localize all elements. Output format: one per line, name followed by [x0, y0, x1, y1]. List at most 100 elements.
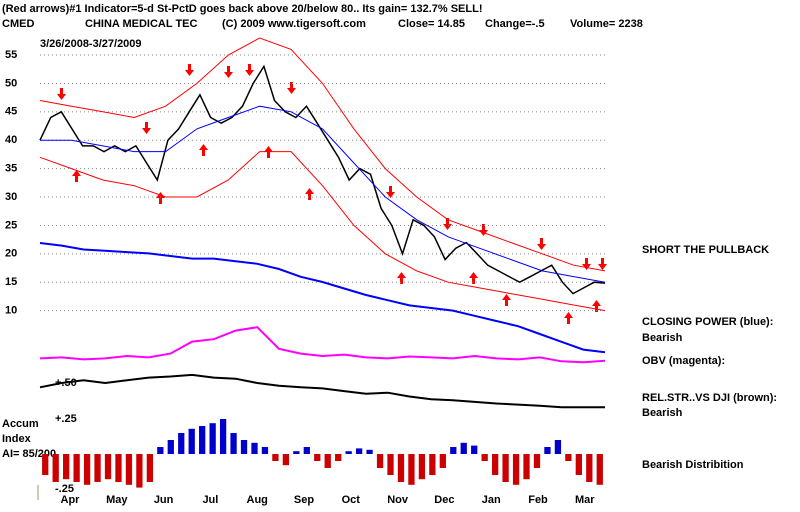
accum-bar: [324, 454, 331, 468]
label: Bearish: [642, 332, 683, 344]
label: REL.STR..VS DJI (brown):: [642, 392, 777, 404]
accum-bar: [282, 454, 290, 466]
label: Bearish Distribition: [642, 459, 744, 471]
company: CHINA MEDICAL TEC: [85, 18, 198, 30]
accum-bar: [376, 454, 384, 468]
accum-bar: [397, 454, 405, 482]
accum-bar: [219, 419, 227, 454]
accum-bar: [94, 454, 101, 482]
x-tick-label: Nov: [387, 494, 409, 506]
annotation: Accum: [2, 418, 39, 430]
x-tick-label: Oct: [342, 494, 361, 506]
accum-bar: [136, 454, 143, 488]
volume: Volume= 2238: [570, 18, 643, 30]
accum-bar: [355, 448, 363, 454]
y-tick-label: 50: [5, 77, 17, 89]
x-tick-label: Mar: [575, 494, 595, 506]
series-line: [39, 64, 606, 295]
x-tick-label: Dec: [434, 494, 454, 506]
accum-bar: [167, 440, 174, 454]
x-tick-label: Sep: [294, 494, 314, 506]
label: CLOSING POWER (blue):: [642, 316, 773, 328]
x-tick-label: Jul: [202, 494, 218, 506]
y-tick-label: 10: [5, 305, 17, 317]
y-tick-label: 25: [5, 219, 17, 231]
accum-bar: [42, 454, 49, 475]
label: SHORT THE PULLBACK: [642, 244, 769, 256]
accum-bar: [345, 451, 352, 454]
x-tick-label: Feb: [528, 494, 548, 506]
accum-bar: [387, 454, 394, 475]
x-tick-label: Apr: [61, 494, 81, 506]
accum-bar: [512, 454, 520, 485]
accum-bar: [104, 454, 112, 480]
accum-bar: [533, 454, 541, 468]
y-tick-label: 55: [5, 49, 17, 61]
accum-bar: [251, 442, 258, 454]
accum-bar: [73, 454, 80, 482]
accum-bar: [261, 447, 269, 454]
accum-bar: [554, 440, 562, 454]
accum-bar: [314, 454, 321, 461]
y-tick-label: 35: [5, 163, 17, 175]
copyright: (C) 2009 www.tigersoft.com: [222, 18, 366, 30]
y-tick-label: 15: [5, 276, 17, 288]
accum-bar: [240, 440, 248, 454]
symbol: CMED: [2, 18, 34, 30]
series-line: [39, 326, 606, 364]
x-tick-label: May: [106, 494, 128, 506]
accum-bar: [565, 454, 572, 461]
accum-bar: [502, 454, 509, 482]
accum-bar: [230, 433, 237, 454]
accum-bar: [575, 454, 582, 475]
accum-bar: [199, 426, 206, 454]
y-tick-label: +.25: [55, 413, 77, 425]
accum-bar: [303, 447, 310, 454]
label: Bearish: [642, 407, 683, 419]
accum-bar: [115, 454, 122, 482]
y-tick-label: -.25: [55, 483, 74, 495]
accum-bar: [335, 454, 342, 461]
accum-bar: [293, 451, 300, 454]
accum-bar: [63, 454, 70, 480]
header-line: (Red arrows)#1 Indicator=5-d St-PctD goe…: [2, 3, 483, 15]
annotation: Index: [2, 433, 32, 445]
series-line: [39, 37, 606, 272]
accum-bar: [460, 442, 467, 454]
accum-bar: [418, 454, 426, 480]
series-line: [39, 373, 605, 409]
accum-bar: [125, 454, 133, 485]
label: OBV (magenta):: [642, 355, 725, 367]
date-range: 3/26/2008-3/27/2009: [40, 38, 142, 50]
accum-bar: [544, 447, 551, 454]
accum-bar: [178, 433, 185, 454]
change: Change=-.5: [485, 18, 545, 30]
series-line: [39, 151, 606, 312]
x-tick-label: Jan: [482, 494, 501, 506]
signal-arrows: [57, 64, 607, 324]
y-tick-label: 45: [5, 106, 17, 118]
accum-bar: [83, 454, 91, 485]
accum-bar: [596, 454, 603, 485]
accum-bar: [439, 454, 446, 468]
series-line: [40, 105, 606, 283]
close: Close= 14.85: [398, 18, 465, 30]
accum-bar: [481, 454, 488, 461]
accum-bar: [366, 449, 373, 454]
accum-bar: [272, 454, 279, 461]
accum-bar: [146, 454, 153, 482]
accum-bar: [408, 454, 415, 485]
accum-bar: [492, 454, 499, 475]
x-tick-label: Aug: [247, 494, 268, 506]
y-tick-label: 20: [5, 248, 17, 260]
accum-bar: [157, 447, 164, 454]
accum-bar: [52, 454, 59, 482]
x-tick-label: Jun: [154, 494, 174, 506]
accum-bar: [471, 445, 478, 454]
accum-bar: [188, 428, 195, 454]
y-tick-label: 40: [5, 134, 17, 146]
series-line: [39, 242, 606, 354]
accum-bar: [429, 454, 436, 475]
accum-bar: [450, 447, 457, 454]
